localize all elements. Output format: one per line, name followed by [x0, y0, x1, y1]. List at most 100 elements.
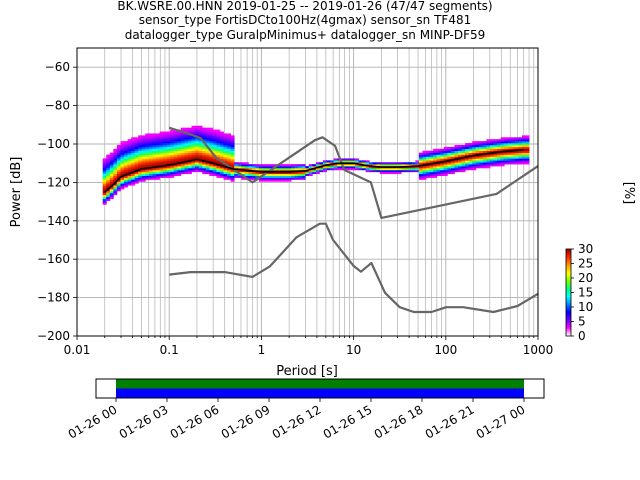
heatmap-cell [301, 166, 306, 169]
heatmap-cell [198, 131, 203, 134]
heatmap-cell [468, 158, 473, 161]
heatmap-cell [148, 144, 153, 148]
heatmap-cell [489, 160, 494, 163]
heatmap-cell [518, 139, 523, 142]
heatmap-cell [390, 168, 395, 171]
heatmap-cell [209, 137, 214, 140]
heatmap-cell [219, 166, 224, 169]
heatmap-cell [102, 202, 107, 205]
heatmap-cell [458, 162, 462, 165]
colorbar-tick-label: 30 [578, 242, 593, 256]
heatmap-cell [180, 160, 185, 163]
heatmap-cell [145, 177, 150, 180]
heatmap-cell [120, 179, 125, 182]
heatmap-cell [195, 152, 200, 155]
heatmap-cell [433, 160, 438, 163]
heatmap-cell [145, 150, 150, 153]
heatmap-cell [486, 154, 491, 157]
heatmap-cell [230, 158, 235, 161]
heatmap-cell [415, 169, 420, 173]
heatmap-cell [497, 158, 502, 161]
heatmap-cell [173, 148, 178, 152]
heatmap-cell [180, 166, 185, 169]
heatmap-cell [443, 166, 448, 169]
heatmap-cell [187, 141, 192, 144]
heatmap-cell [330, 164, 335, 167]
heatmap-cell [134, 173, 139, 176]
heatmap-cell [511, 162, 516, 165]
heatmap-cell [187, 162, 192, 165]
heatmap-cell [173, 137, 178, 140]
heatmap-cell [205, 166, 210, 169]
heatmap-cell [141, 158, 146, 161]
heatmap-cell [120, 173, 125, 176]
heatmap-cell [507, 152, 512, 155]
heatmap-cell [159, 169, 164, 173]
heatmap-cell [116, 146, 121, 150]
heatmap-cell [518, 137, 523, 140]
heatmap-cell [287, 164, 292, 167]
heatmap-cell [436, 169, 441, 173]
heatmap-cell [223, 168, 228, 171]
heatmap-cell [468, 162, 473, 165]
heatmap-cell [163, 131, 168, 134]
heatmap-cell [426, 150, 430, 153]
heatmap-cell [166, 158, 171, 161]
heatmap-cell [109, 154, 114, 157]
heatmap-cell [163, 152, 168, 155]
heatmap-cell [219, 169, 224, 173]
heatmap-cell [461, 160, 466, 163]
heatmap-cell [191, 131, 196, 134]
timeline-bar-1 [116, 379, 524, 389]
heatmap-cell [184, 133, 189, 136]
heatmap-cell [475, 158, 480, 161]
heatmap-cell [351, 164, 356, 167]
heatmap-cell [401, 169, 406, 173]
heatmap-cell [223, 177, 228, 180]
heatmap-cell [283, 171, 288, 175]
colorbar-segment [566, 279, 571, 282]
heatmap-cell [298, 173, 303, 176]
heatmap-cell [422, 156, 427, 159]
heatmap-cell [507, 139, 512, 142]
heatmap-cell [475, 160, 480, 163]
heatmap-cell [173, 146, 178, 150]
heatmap-cell [230, 173, 235, 176]
heatmap-cell [127, 169, 132, 173]
heatmap-cell [124, 148, 128, 152]
heatmap-cell [131, 173, 136, 176]
heatmap-cell [458, 148, 462, 152]
heatmap-cell [365, 166, 370, 169]
heatmap-cell [458, 158, 462, 161]
heatmap-cell [141, 179, 146, 182]
heatmap-cell [255, 171, 260, 175]
colorbar-segment [566, 251, 571, 254]
heatmap-cell [291, 168, 295, 171]
heatmap-cell [344, 160, 349, 163]
heatmap-cell [514, 150, 519, 153]
heatmap-cell [177, 156, 182, 159]
heatmap-cell [287, 177, 292, 180]
heatmap-cell [198, 162, 203, 165]
heatmap-cell [205, 158, 210, 161]
heatmap-cell [212, 135, 217, 138]
heatmap-cell [315, 162, 320, 165]
heatmap-cell [454, 156, 459, 159]
heatmap-cell [156, 152, 160, 155]
timeline-tick-label: 01-26 00 [66, 402, 120, 441]
heatmap-cell [156, 168, 160, 171]
heatmap-cell [195, 156, 200, 159]
heatmap-cell [241, 166, 246, 169]
heatmap-cell [458, 160, 462, 163]
heatmap-cell [497, 152, 502, 155]
heatmap-cell [291, 177, 295, 180]
heatmap-cell [479, 154, 484, 157]
heatmap-cell [159, 158, 164, 161]
heatmap-cell [145, 146, 150, 150]
heatmap-cell [177, 158, 182, 161]
heatmap-cell [337, 168, 342, 171]
heatmap-cell [447, 148, 452, 152]
heatmap-cell [518, 162, 523, 165]
heatmap-cell [362, 166, 367, 169]
heatmap-cell [170, 129, 175, 132]
